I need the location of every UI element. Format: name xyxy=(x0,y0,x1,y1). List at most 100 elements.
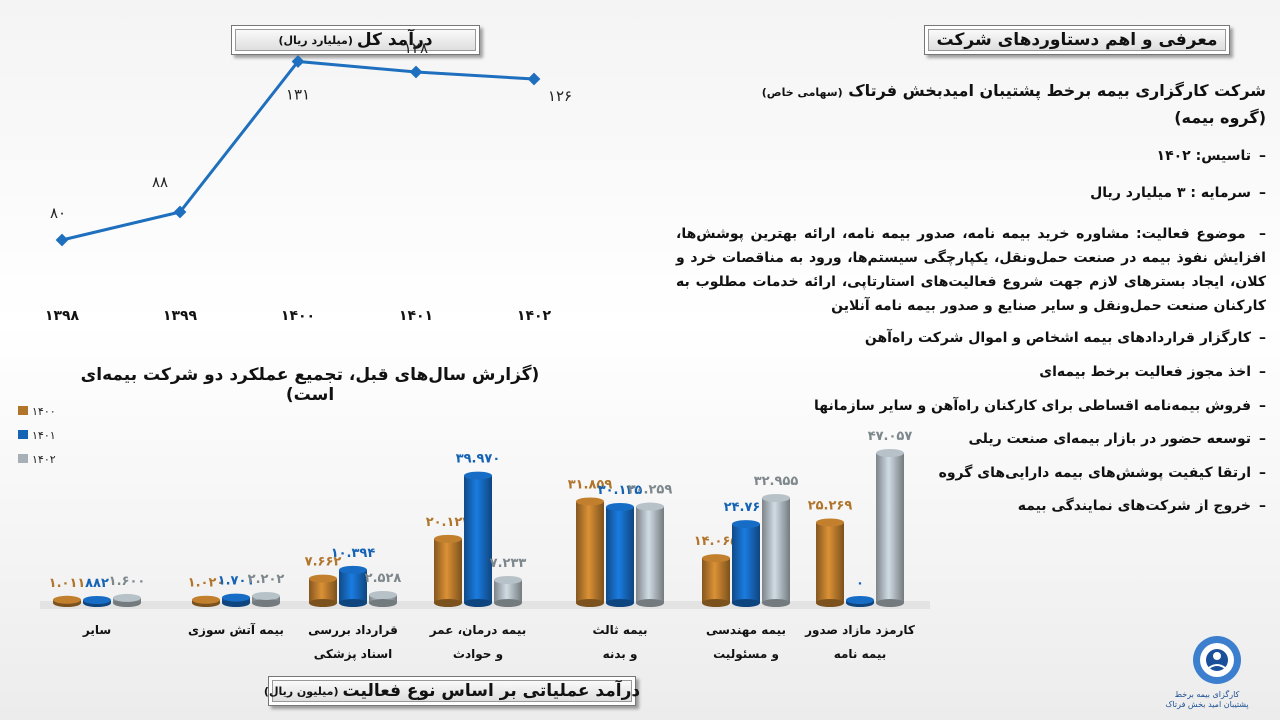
bullet-dash: – xyxy=(1259,185,1266,201)
bar-base xyxy=(816,599,844,607)
total-income-data-label: ۱۲۸ xyxy=(404,39,428,57)
legend-swatch xyxy=(18,430,28,439)
total-income-data-label: ۸۸ xyxy=(152,173,168,191)
bar-data-label: ۳۰.۱۲۵ xyxy=(598,483,643,498)
bar-data-label: ۱.۷۰۱ xyxy=(218,574,255,589)
bullet-dash: – xyxy=(1259,465,1266,481)
bar-top xyxy=(846,596,874,604)
bar-x-tick: بیمه نامه xyxy=(834,647,887,661)
bar-base xyxy=(762,599,790,607)
bar xyxy=(464,475,492,603)
company-group: (گروه بیمه) xyxy=(1174,108,1266,127)
bar-top xyxy=(222,593,250,602)
bar-data-label: ۱.۶۰۰ xyxy=(109,574,146,589)
bar-x-tick: بیمه مهندسی xyxy=(706,623,786,637)
bullet-dash: – xyxy=(1245,226,1266,242)
bar-x-tick: و حوادث xyxy=(453,647,503,662)
total-income-point xyxy=(527,72,541,86)
total-income-x-tick: ۱۴۰۰ xyxy=(281,308,315,324)
bar-data-label: ۳۱.۸۵۹ xyxy=(568,477,613,492)
logo-line-2: پشتیبان امید بخش فرتاک xyxy=(1165,700,1249,709)
bar-data-label: ۳۹.۹۷۰ xyxy=(456,452,501,467)
bar-x-tick: بیمه ثالث xyxy=(592,623,647,637)
bar-data-label: ۲.۵۲۸ xyxy=(365,571,402,586)
bar-data-label: ۲۰.۱۲۳ xyxy=(426,515,471,530)
bar-top xyxy=(83,596,111,604)
capital-text: سرمایه : ۳ میلیارد ریال xyxy=(1090,185,1251,201)
bar-data-label: ۲۵.۲۶۹ xyxy=(808,498,853,513)
total-income-point xyxy=(173,205,187,219)
bar-data-label: ۲۴.۷۶۰ xyxy=(724,500,769,515)
bar-base xyxy=(252,599,280,607)
total-income-x-tick: ۱۳۹۹ xyxy=(163,308,198,324)
bullet-item: –کارگزار قراردادهای بیمه اشخاص و اموال ش… xyxy=(865,330,1266,346)
total-income-x-tick: ۱۴۰۲ xyxy=(517,308,552,324)
bar-top xyxy=(494,575,522,584)
bar xyxy=(494,579,522,603)
bullet-item-text: خروج از شرکت‌های نمایندگی بیمه xyxy=(1017,498,1251,514)
bullet-item: –توسعه حضور در بازار بیمه‌ای صنعت ریلی xyxy=(969,431,1266,447)
bar xyxy=(576,501,604,603)
bullet-founded: –تاسیس: ۱۴۰۲ xyxy=(1157,148,1266,164)
bar-data-label: ۱.۰۲۰ xyxy=(188,576,225,591)
total-income-x-tick: ۱۳۹۸ xyxy=(45,308,80,324)
bar-x-tick: و مسئولیت xyxy=(713,647,779,662)
logo-line-1: کارگزای بیمه برخط xyxy=(1174,690,1240,699)
bar-base xyxy=(309,599,337,607)
bar-top xyxy=(876,449,904,457)
bar xyxy=(702,558,730,603)
intro-title: معرفی و اهم دستاوردهای شرکت xyxy=(936,30,1218,50)
bullet-item: –خروج از شرکت‌های نمایندگی بیمه xyxy=(1018,498,1266,514)
bullet-item-text: کارگزار قراردادهای بیمه اشخاص و اموال شر… xyxy=(864,330,1251,346)
operating-income-unit: (میلیون ریال) xyxy=(263,684,339,698)
total-income-x-tick: ۱۴۰۱ xyxy=(399,308,433,324)
bar-top xyxy=(369,590,397,599)
bar-data-label: ۱۴.۰۶۵ xyxy=(694,534,739,549)
bar-data-label: ۲.۲۰۲ xyxy=(248,572,285,587)
bar xyxy=(339,569,367,603)
bullet-item: –ارتقا کیفیت پوشش‌های بیمه دارایی‌های گر… xyxy=(939,465,1266,481)
bar-x-tick: قرارداد بررسی xyxy=(308,623,398,637)
bar-base xyxy=(369,599,397,607)
bar xyxy=(606,506,634,603)
bar-base xyxy=(464,599,492,607)
bar-x-tick: کارمزد مازاد صدور xyxy=(804,623,915,638)
bar-base xyxy=(876,599,904,607)
bar-top xyxy=(339,565,367,574)
bar-top xyxy=(434,534,462,543)
bar-data-label: ۸۸۲ xyxy=(85,576,109,591)
bullet-dash: – xyxy=(1259,148,1266,164)
total-income-data-label: ۱۲۶ xyxy=(548,87,572,105)
bar-top xyxy=(309,574,337,583)
bullet-item-text: توسعه حضور در بازار بیمه‌ای صنعت ریلی xyxy=(968,431,1251,447)
bar-base xyxy=(339,599,367,607)
intro-title-box: معرفی و اهم دستاوردهای شرکت xyxy=(924,25,1230,55)
bar xyxy=(732,524,760,603)
bar-base xyxy=(434,599,462,607)
total-income-title-box: درآمد کل (میلیارد ریال) xyxy=(231,25,480,55)
bar-x-tick: و بدنه xyxy=(603,647,638,662)
bullet-item-text: اخذ مجوز فعالیت برخط بیمه‌ای xyxy=(1039,364,1251,380)
bullet-capital: –سرمایه : ۳ میلیارد ریال xyxy=(1090,185,1266,201)
bullet-activity: – موضوع فعالیت: مشاوره خرید بیمه نامه، ص… xyxy=(676,222,1266,318)
legend-swatch xyxy=(18,454,28,463)
bar-data-label: ۴۷.۰۵۷ xyxy=(868,429,913,444)
bar-x-tick: اسناد پزشکی xyxy=(314,647,393,661)
operating-income-title: درآمد عملیاتی بر اساس نوع فعالیت xyxy=(342,681,641,701)
bullet-dash: – xyxy=(1259,330,1266,346)
bar-data-label: ۱۰.۳۹۴ xyxy=(331,546,376,561)
total-income-title: درآمد کل xyxy=(356,30,433,50)
bar-x-tick: بیمه درمان، عمر xyxy=(429,623,527,637)
bar-base xyxy=(494,599,522,607)
bar-top xyxy=(192,595,220,604)
bar-top xyxy=(252,591,280,600)
total-income-point xyxy=(291,55,305,68)
legend-label: ۱۴۰۱ xyxy=(32,429,56,442)
bar xyxy=(434,538,462,603)
bar xyxy=(816,522,844,603)
bar xyxy=(876,453,904,603)
bar-data-label: ۷.۶۶۲ xyxy=(305,555,342,570)
total-income-data-label: ۸۰ xyxy=(50,204,66,222)
bar-data-label: ۳۲.۹۵۵ xyxy=(754,474,799,489)
